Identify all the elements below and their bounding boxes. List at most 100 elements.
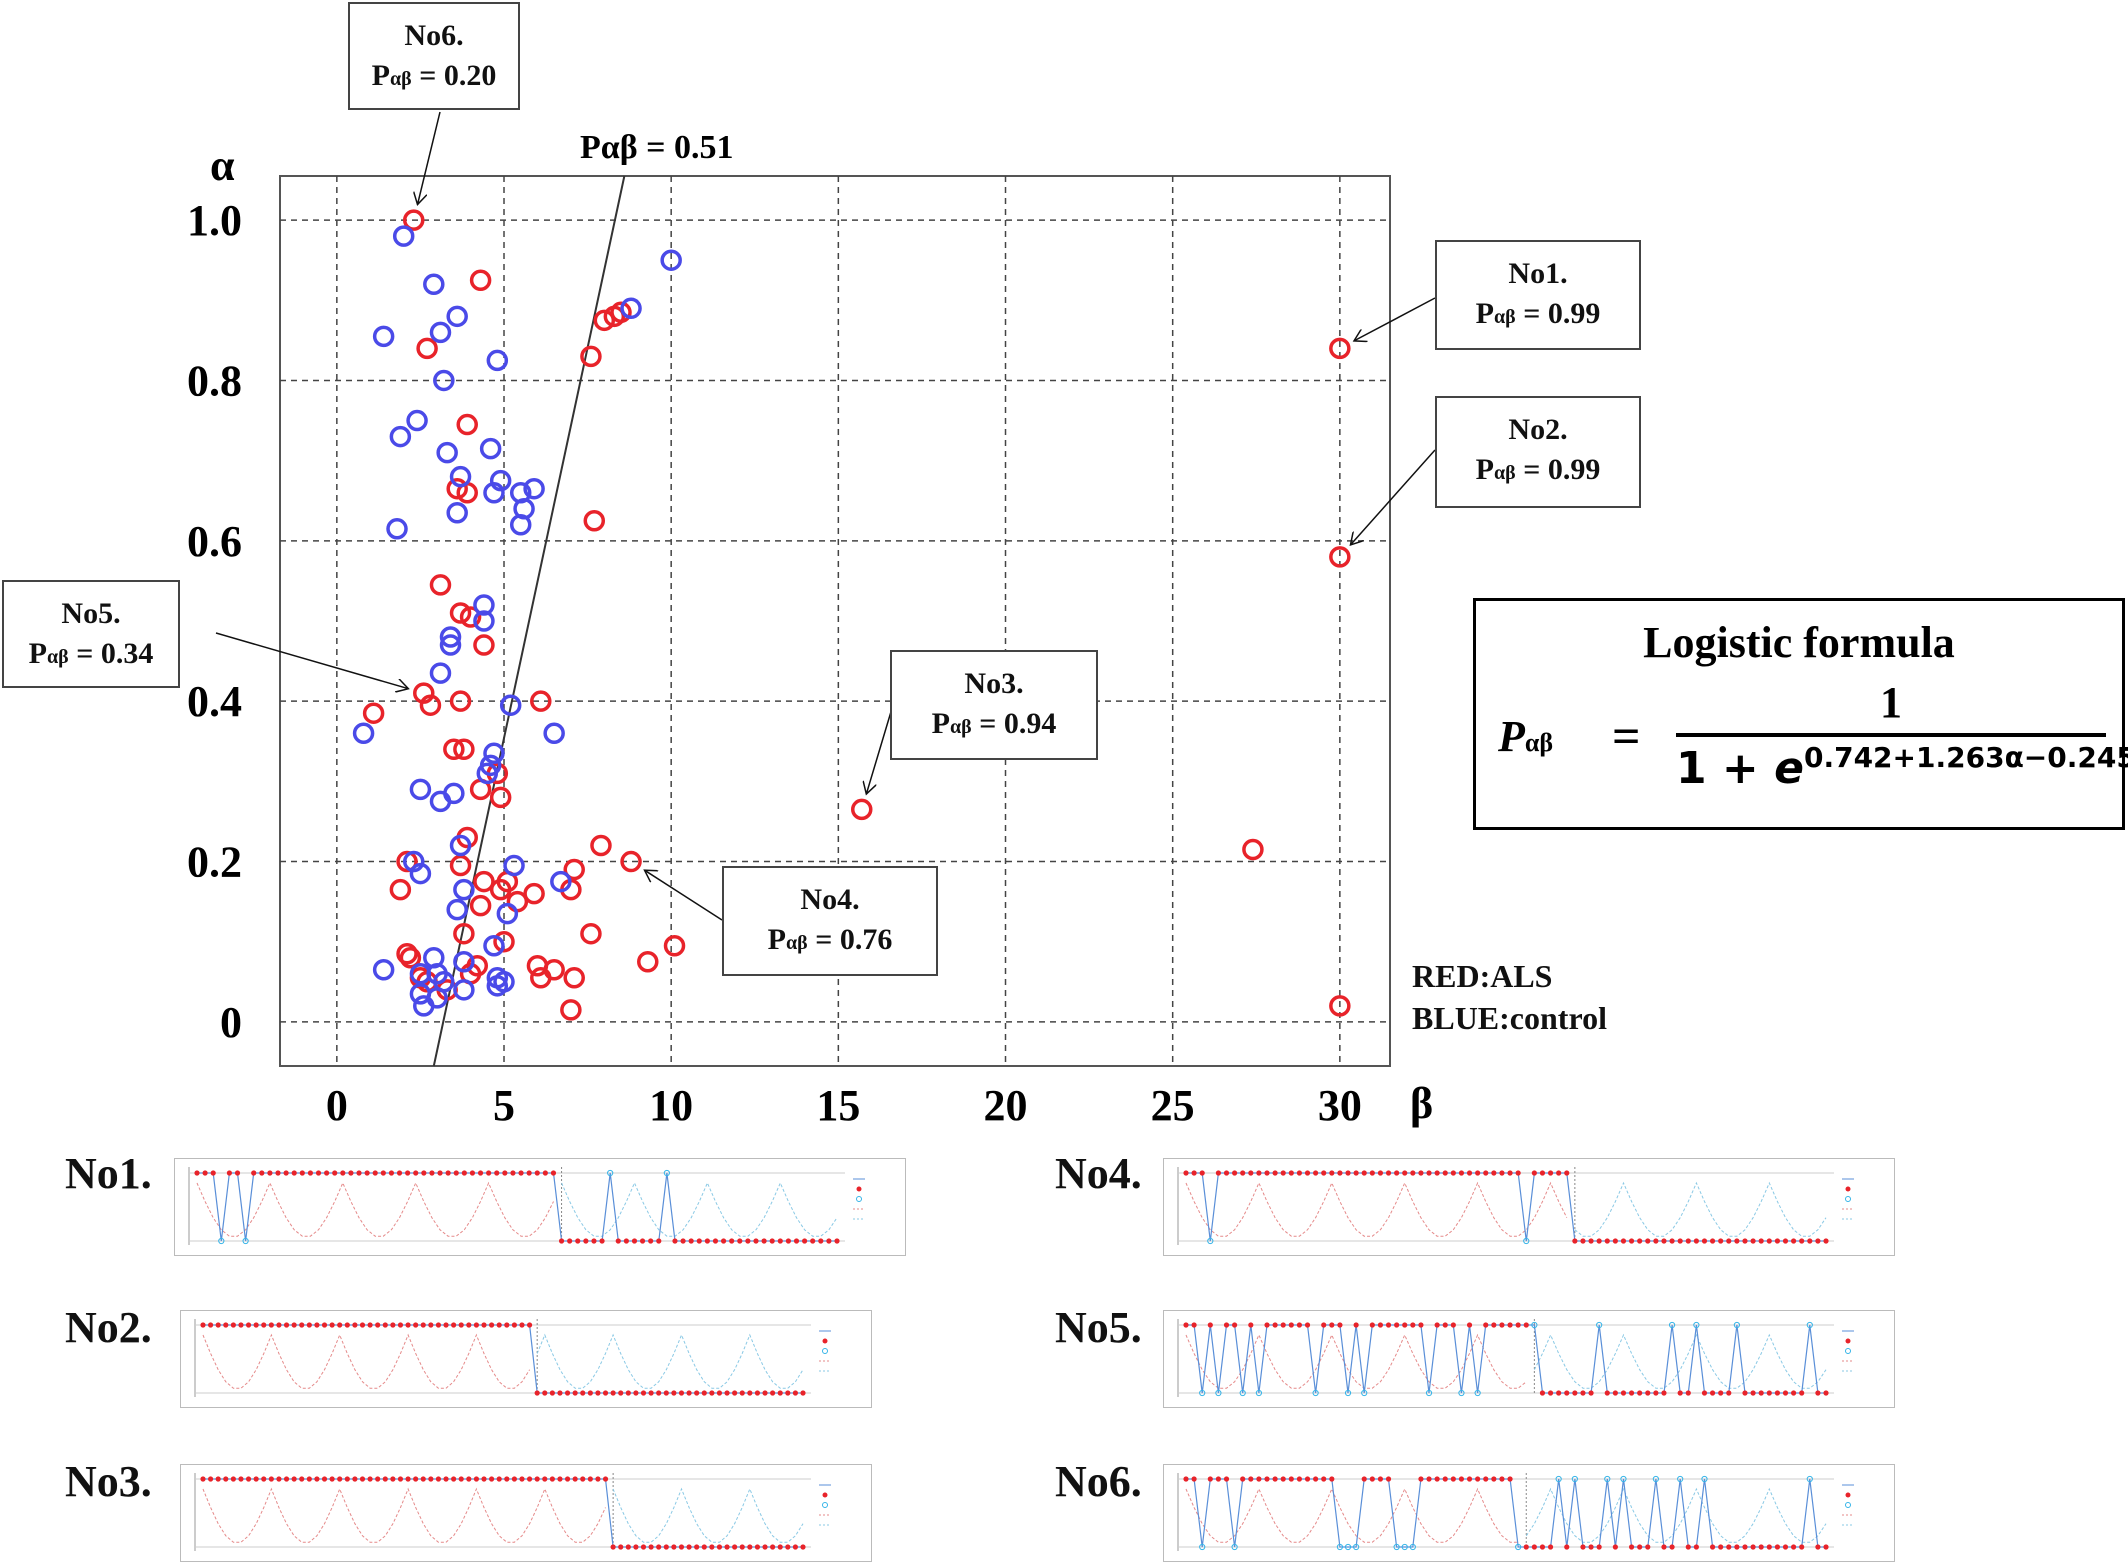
thumb-dot-red	[1264, 1170, 1270, 1176]
thumbnail-label: No5.	[1055, 1303, 1142, 1352]
thumb-dot-red	[1183, 1170, 1189, 1176]
thumb-dot-red	[618, 1544, 624, 1550]
thumb-state-line	[1186, 1478, 1826, 1548]
thumb-dot-red	[557, 1390, 563, 1396]
thumb-dot-red	[704, 1238, 710, 1244]
thumb-dot-red	[716, 1390, 723, 1396]
thumb-dot-red	[1313, 1476, 1319, 1482]
data-points	[352, 209, 1351, 1021]
thumb-dot-red	[1288, 1476, 1294, 1482]
control-point	[372, 959, 395, 981]
thumb-dot-red	[306, 1322, 312, 1328]
thumb-dot-red	[230, 1322, 236, 1328]
thumb-dot-red	[785, 1390, 791, 1396]
thumb-dot-red	[1483, 1322, 1489, 1328]
als-point	[396, 942, 418, 965]
thumbnail-label: No4.	[1055, 1149, 1142, 1198]
thumb-dot-red	[1799, 1238, 1805, 1244]
thumb-dot-red	[1531, 1544, 1537, 1550]
thumb-dot-red	[1758, 1544, 1764, 1550]
thumb-dot-blue	[1353, 1543, 1360, 1551]
thumb-dot-red	[1556, 1390, 1562, 1396]
thumb-dot-red	[1531, 1170, 1537, 1176]
sequence-thumbnail	[180, 1310, 872, 1408]
thumb-dot-red	[518, 1170, 524, 1176]
thumb-dot-red	[291, 1322, 297, 1328]
control-point	[543, 722, 565, 745]
als-point	[560, 999, 582, 1021]
control-point	[486, 975, 509, 997]
thumb-dot-red	[1507, 1170, 1513, 1176]
thumb-dot-red	[747, 1544, 753, 1550]
thumb-dot-red	[461, 1170, 467, 1176]
thumb-dot-red	[1280, 1170, 1286, 1176]
thumb-dot-red	[1718, 1390, 1724, 1396]
thumb-dot-red	[1766, 1544, 1772, 1550]
thumb-dot-red	[1418, 1322, 1424, 1328]
control-point	[429, 662, 452, 684]
x-tick-label: 25	[1151, 1081, 1195, 1130]
thumb-dot-red	[1580, 1238, 1586, 1244]
thumb-dot-red	[1734, 1544, 1740, 1550]
thumb-dot-red	[526, 1170, 532, 1176]
thumb-legend	[822, 1338, 828, 1344]
thumb-dot-blue	[1474, 1389, 1481, 1397]
thumb-dot-blue	[1806, 1321, 1813, 1329]
thumb-dot-red	[1304, 1170, 1311, 1176]
thumb-dot-red	[1361, 1170, 1367, 1176]
thumb-dot-red	[283, 1476, 290, 1482]
thumb-dot-red	[1750, 1544, 1756, 1550]
thumb-dot-red	[261, 1322, 267, 1328]
thumb-dot-red	[1790, 1544, 1797, 1550]
thumb-dot-blue	[1231, 1543, 1238, 1551]
annotation-no6: No6. Pαβ = 0.20	[348, 2, 520, 110]
thumbnail-label: No3.	[65, 1457, 152, 1506]
als-point	[362, 702, 385, 724]
als-point	[637, 951, 659, 973]
thumb-dot-red	[1799, 1544, 1805, 1550]
thumb-dot-blue	[1336, 1543, 1344, 1551]
sequence-thumbnail-plot	[194, 1473, 831, 1551]
thumb-dot-red	[1823, 1238, 1829, 1244]
thumb-dot-red	[1580, 1390, 1586, 1396]
thumbnail-label: No6.	[1055, 1457, 1142, 1506]
thumb-dot-blue	[1677, 1475, 1684, 1483]
thumb-dot-red	[1612, 1390, 1618, 1396]
thumb-dot-red	[1645, 1390, 1651, 1396]
thumb-dot-red	[1385, 1322, 1392, 1328]
thumb-dot-red	[451, 1476, 457, 1482]
annotation-no2: No2. Pαβ = 0.99	[1435, 396, 1641, 508]
thumb-dot-red	[724, 1390, 730, 1396]
als-point	[416, 337, 438, 360]
control-point	[453, 878, 475, 901]
control-point	[439, 634, 462, 656]
als-point	[610, 301, 632, 324]
thumb-dot-red	[1669, 1238, 1675, 1244]
thumb-dot-red	[413, 1322, 419, 1328]
thumb-dot-red	[1442, 1322, 1448, 1328]
thumb-dot-red	[1272, 1170, 1278, 1176]
thumb-dot-red	[526, 1476, 533, 1482]
arrow-no1	[1354, 297, 1436, 341]
thumb-dot-red	[1418, 1170, 1424, 1176]
thumb-dot-red	[1758, 1390, 1764, 1396]
control-point	[423, 273, 445, 295]
thumb-dot-red	[329, 1322, 335, 1328]
thumb-dot-red	[1304, 1322, 1311, 1328]
thumb-dot-red	[1580, 1544, 1586, 1550]
thumb-trend-red	[202, 1487, 606, 1543]
thumb-dot-red	[275, 1170, 281, 1176]
thumb-dot-red	[344, 1322, 350, 1328]
sequence-thumbnail	[1163, 1464, 1895, 1562]
thumb-dot-red	[567, 1238, 573, 1244]
thumb-dot-red	[1475, 1170, 1481, 1176]
thumb-dot-red	[793, 1238, 800, 1244]
thumb-dot-red	[1750, 1390, 1756, 1396]
thumb-dot-red	[777, 1544, 783, 1550]
thumb-dot-red	[1620, 1390, 1627, 1396]
thumb-dot-red	[1709, 1238, 1716, 1244]
x-tick-label: 0	[326, 1081, 348, 1130]
thumb-dot-red	[267, 1170, 273, 1176]
thumb-dot-red	[1418, 1476, 1424, 1482]
als-point	[523, 882, 545, 905]
